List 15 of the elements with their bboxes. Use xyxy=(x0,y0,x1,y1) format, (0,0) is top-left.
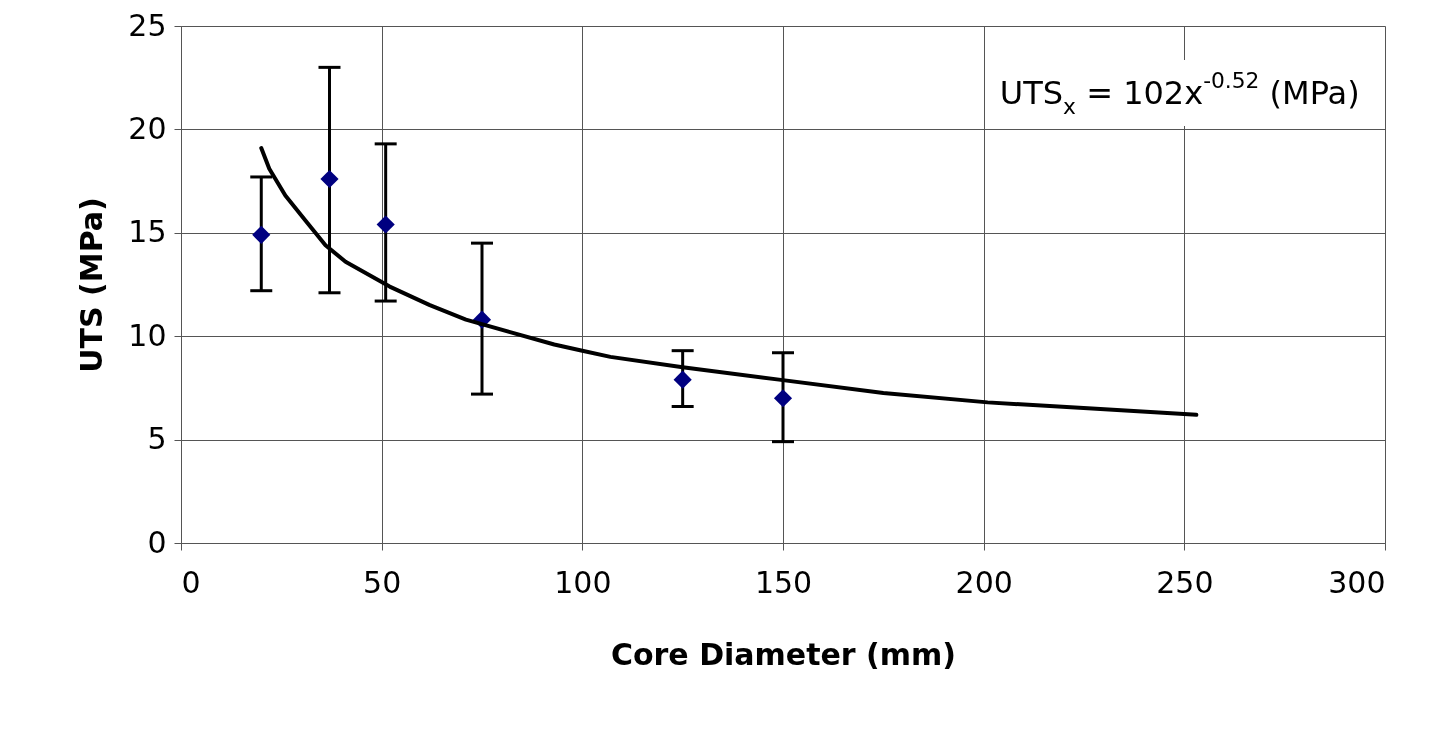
x-tick-label: 100 xyxy=(554,564,612,600)
x-tick-label: 300 xyxy=(1328,564,1386,600)
x-axis-title: Core Diameter (mm) xyxy=(610,636,957,672)
y-tick-label: 20 xyxy=(128,110,167,146)
y-tick-label: 25 xyxy=(128,7,167,43)
x-tick-label: 150 xyxy=(754,564,813,600)
x-tick-label: 250 xyxy=(1156,564,1214,600)
y-tick-label: 5 xyxy=(147,421,167,457)
y-axis-title: UTS (MPa) xyxy=(74,197,110,373)
x-tick-label: 50 xyxy=(363,564,402,600)
y-tick-label: 15 xyxy=(128,214,167,250)
x-tick-label: 200 xyxy=(955,564,1013,600)
y-tick-label: 0 xyxy=(147,524,167,560)
x-tick-label: 0 xyxy=(181,564,201,600)
y-tick-label: 10 xyxy=(128,317,167,353)
